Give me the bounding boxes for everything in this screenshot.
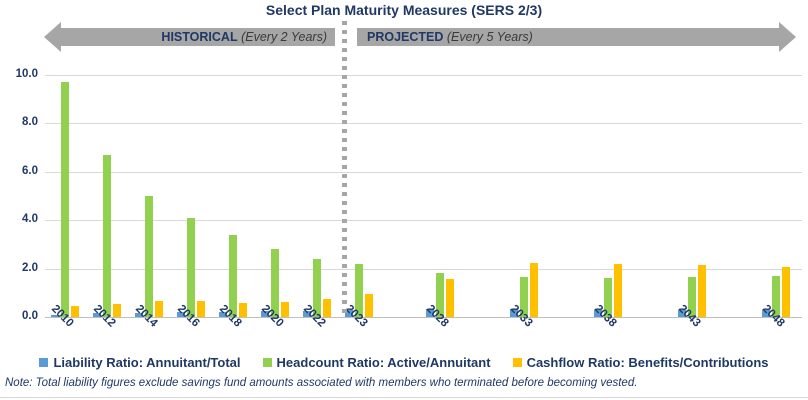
bar-2014-series-1: [145, 196, 153, 317]
bar-2028-series-0: [426, 309, 434, 317]
historical-projected-divider: [342, 21, 347, 318]
bar-2023-series-0: [345, 310, 353, 317]
projected-note: (Every 5 Years): [446, 30, 533, 44]
legend-item: Liability Ratio: Annuitant/Total: [39, 354, 241, 370]
bar-2023-series-1: [355, 264, 363, 317]
chart-legend: Liability Ratio: Annuitant/Total Headcoun…: [0, 353, 808, 371]
y-axis-tick-label: 10.0: [15, 68, 38, 80]
legend-label: Cashflow Ratio: Benefits/Contributions: [526, 354, 769, 370]
bar-2012-series-1: [103, 155, 111, 317]
legend-item: Headcount Ratio: Active/Annuitant: [262, 354, 491, 370]
projected-label: PROJECTED: [367, 30, 444, 44]
bar-2048-series-0: [762, 310, 770, 317]
bar-2020-series-0: [261, 311, 269, 317]
bar-2022-series-2: [323, 299, 331, 317]
y-axis-tick-label: 0.0: [22, 310, 38, 322]
bar-2048-series-1: [772, 276, 780, 317]
bar-2016-series-0: [177, 312, 185, 317]
bar-2043-series-2: [698, 265, 706, 317]
bar-2048-series-2: [782, 267, 790, 317]
bar-2038-series-2: [614, 264, 622, 317]
legend-swatch-icon: [262, 357, 272, 367]
bar-2018-series-0: [219, 312, 227, 317]
bar-2010-series-2: [71, 306, 79, 317]
bar-2010-series-0: [51, 315, 59, 317]
bar-2022-series-0: [303, 311, 311, 317]
x-axis-line: [45, 317, 802, 318]
gridline: [45, 123, 802, 124]
y-axis-tick-label: 2.0: [22, 262, 38, 274]
bar-2022-series-1: [313, 259, 321, 317]
bar-2016-series-2: [197, 301, 205, 317]
bar-2020-series-2: [281, 302, 289, 317]
bar-2043-series-1: [688, 277, 696, 317]
left-arrowhead-icon: [44, 22, 61, 52]
historical-note: (Every 2 Years): [241, 30, 327, 44]
footnote: Note: Total liability figures exclude sa…: [5, 377, 638, 389]
legend-label: Headcount Ratio: Active/Annuitant: [276, 354, 491, 370]
bar-2033-series-2: [530, 263, 538, 317]
bar-2018-series-2: [239, 303, 247, 317]
bottom-divider: [0, 397, 808, 398]
gridline: [45, 220, 802, 221]
bar-2012-series-0: [93, 313, 101, 317]
bar-2012-series-2: [113, 304, 121, 317]
y-axis-tick-label: 4.0: [22, 213, 38, 225]
bar-2038-series-1: [604, 278, 612, 317]
bar-2016-series-1: [187, 218, 195, 317]
bar-2028-series-1: [436, 273, 444, 317]
historical-label: HISTORICAL: [161, 30, 238, 44]
bar-2010-series-1: [61, 82, 69, 317]
bar-2033-series-1: [520, 277, 528, 317]
legend-swatch-icon: [512, 357, 522, 367]
y-axis-tick-label: 8.0: [22, 116, 38, 128]
y-axis-tick-label: 6.0: [22, 165, 38, 177]
historical-band: HISTORICAL (Every 2 Years): [60, 28, 335, 46]
bar-2043-series-0: [678, 310, 686, 317]
bar-2033-series-0: [510, 309, 518, 317]
bar-2038-series-0: [594, 310, 602, 317]
legend-item: Cashflow Ratio: Benefits/Contributions: [512, 354, 769, 370]
legend-swatch-icon: [39, 357, 49, 367]
bar-2014-series-0: [135, 313, 143, 317]
gridline: [45, 269, 802, 270]
bar-2028-series-2: [446, 279, 454, 317]
bar-2020-series-1: [271, 249, 279, 317]
bar-2018-series-1: [229, 235, 237, 317]
projected-band: PROJECTED (Every 5 Years): [357, 28, 780, 46]
legend-label: Liability Ratio: Annuitant/Total: [53, 354, 241, 370]
gridline: [45, 75, 802, 76]
bar-2023-series-2: [365, 294, 373, 317]
bar-2014-series-2: [155, 301, 163, 317]
chart-title: Select Plan Maturity Measures (SERS 2/3): [265, 2, 543, 18]
gridline: [45, 172, 802, 173]
right-arrowhead-icon: [779, 22, 796, 52]
